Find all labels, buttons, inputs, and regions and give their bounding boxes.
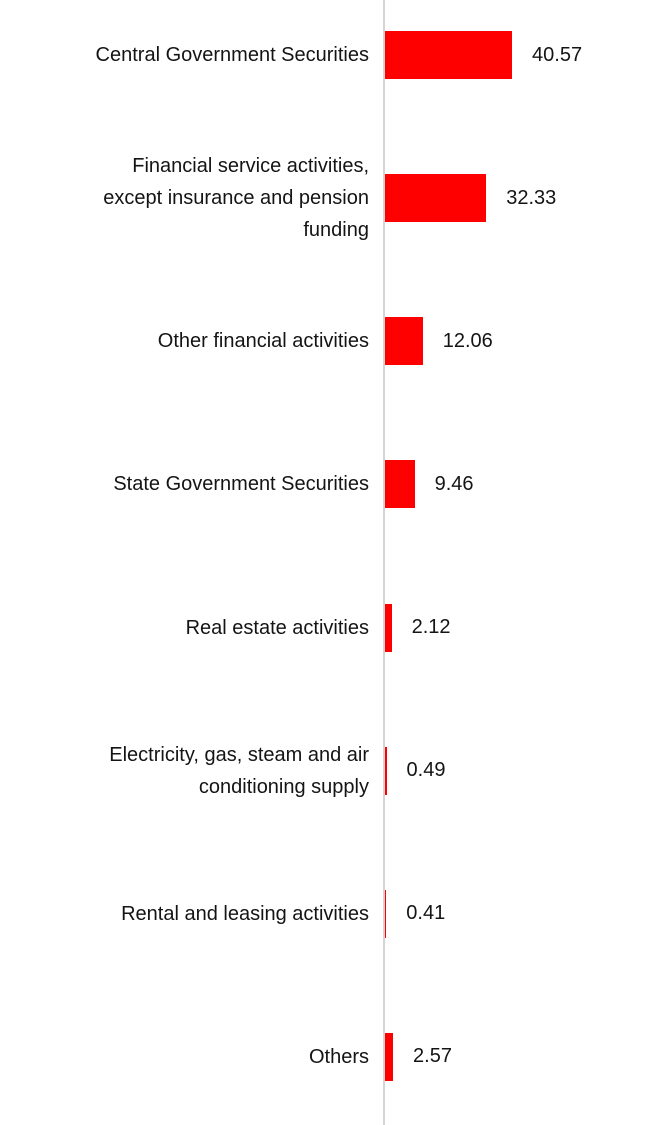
value-label: 2.12: [411, 616, 451, 639]
category-label: Real estate activities: [185, 616, 369, 639]
chart-row: Rental and leasing activities 0.41: [0, 844, 653, 984]
value-label: 0.41: [406, 902, 446, 925]
value-label: 0.49: [406, 759, 446, 782]
bar: [385, 889, 387, 938]
category-label: Rental and leasing activities: [121, 902, 369, 925]
chart-row: Financial service activities, except ins…: [0, 128, 653, 268]
value-label: 9.46: [434, 472, 474, 495]
bar: [385, 603, 392, 652]
chart-row: Others 2.57: [0, 987, 653, 1125]
bar: [385, 317, 423, 366]
bar: [385, 460, 415, 509]
value-label: 2.57: [413, 1045, 452, 1068]
bar: [385, 174, 487, 223]
chart-row: Central Government Securities 40.57: [0, 0, 653, 125]
chart-row: Electricity, gas, steam and air conditio…: [0, 701, 653, 841]
bar: [385, 31, 513, 79]
category-label: State Government Securities: [113, 473, 369, 496]
category-label: Other financial activities: [157, 330, 369, 353]
value-label: 12.06: [442, 329, 493, 352]
value-label: 32.33: [506, 186, 557, 209]
category-label: Financial service activities, except ins…: [103, 155, 369, 242]
chart-row: Real estate activities 2.12: [0, 558, 653, 698]
value-label: 40.57: [532, 43, 583, 66]
category-label: Central Government Securities: [95, 44, 369, 66]
y-axis-line: [383, 0, 385, 1125]
chart-row: State Government Securities 9.46: [0, 414, 653, 554]
bar: [385, 746, 387, 795]
chart-row: Other financial activities 12.06: [0, 271, 653, 411]
category-label: Others: [308, 1045, 369, 1068]
bar: [385, 1032, 394, 1081]
category-label: Electricity, gas, steam and air conditio…: [109, 743, 369, 798]
